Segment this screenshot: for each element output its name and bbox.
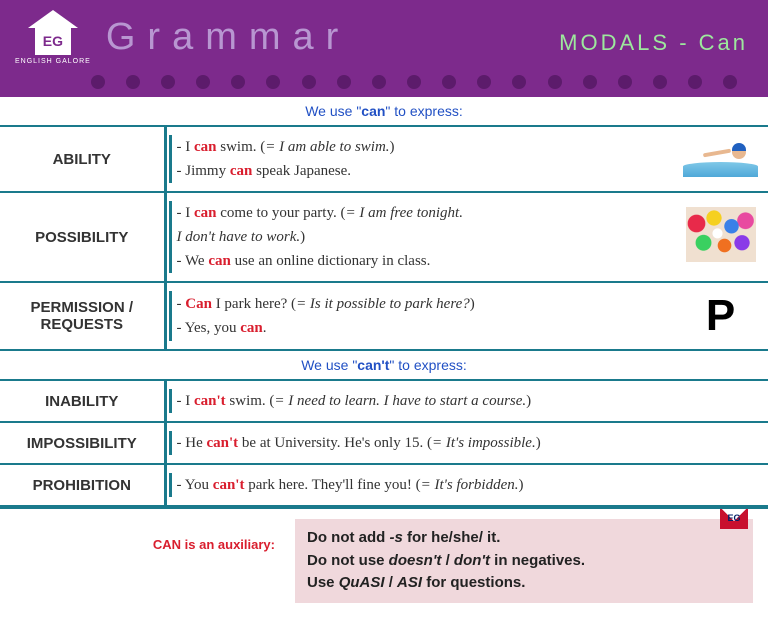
footer-line-3: Use QuASI / ASI for questions.: [307, 572, 741, 595]
p-letter-icon: P: [683, 291, 758, 341]
logo-subtext: ENGLISH GALORE: [15, 58, 91, 65]
dot-icon: [126, 75, 140, 89]
category-cell: POSSIBILITY: [0, 192, 165, 282]
logo-house-icon: EG: [28, 10, 78, 55]
table-row: ABILITY- I can swim. (= I am able to swi…: [0, 126, 768, 192]
category-cell: IMPOSSIBILITY: [0, 422, 165, 464]
example-cell: - He can't be at University. He's only 1…: [165, 422, 768, 464]
dot-icon: [583, 75, 597, 89]
eg-badge-icon: EG: [720, 509, 748, 537]
dot-icon: [407, 75, 421, 89]
example-cell: - I can't swim. (= I need to learn. I ha…: [165, 380, 768, 422]
footer-right: EG Do not add -s for he/she/ it. Do not …: [295, 519, 753, 603]
example-cell: - You can't park here. They'll fine you!…: [165, 464, 768, 506]
dot-icon: [231, 75, 245, 89]
table-row: INABILITY- I can't swim. (= I need to le…: [0, 380, 768, 422]
section-keyword: can't: [357, 357, 389, 373]
table-row: POSSIBILITY- I can come to your party. (…: [0, 192, 768, 282]
example-cell: - I can swim. (= I am able to swim.)- Ji…: [165, 126, 673, 192]
section-prefix: We use ": [301, 357, 357, 373]
example-cell: - Can I park here? (= Is it possible to …: [165, 282, 673, 350]
table-cant: INABILITY- I can't swim. (= I need to le…: [0, 379, 768, 507]
dot-icon: [196, 75, 210, 89]
dot-icon: [548, 75, 562, 89]
dot-icon: [653, 75, 667, 89]
section-keyword: can: [361, 103, 385, 119]
section-suffix: " to express:: [385, 103, 462, 119]
balloons-icon: [686, 207, 756, 262]
category-cell: PERMISSION /REQUESTS: [0, 282, 165, 350]
dot-icon: [512, 75, 526, 89]
dot-icon: [372, 75, 386, 89]
section-suffix: " to express:: [389, 357, 466, 373]
dot-icon: [442, 75, 456, 89]
footer-line-2: Do not use doesn't / don't in negatives.: [307, 550, 741, 573]
footer: CAN is an auxiliary: EG Do not add -s fo…: [0, 507, 768, 613]
swimmer-icon: [683, 137, 758, 177]
dot-icon: [477, 75, 491, 89]
table-row: IMPOSSIBILITY- He can't be at University…: [0, 422, 768, 464]
dot-icon: [161, 75, 175, 89]
icon-cell: [673, 192, 768, 282]
dot-icon: [266, 75, 280, 89]
header-subtitle: MODALS - Can: [559, 30, 748, 56]
table-can: ABILITY- I can swim. (= I am able to swi…: [0, 125, 768, 351]
table-row: PERMISSION /REQUESTS- Can I park here? (…: [0, 282, 768, 350]
infographic-container: EG ENGLISH GALORE Grammar MODALS - Can W…: [0, 0, 768, 613]
dots-row: [0, 70, 768, 97]
icon-cell: P: [673, 282, 768, 350]
icon-cell: [673, 126, 768, 192]
category-cell: ABILITY: [0, 126, 165, 192]
logo: EG ENGLISH GALORE: [15, 10, 91, 65]
logo-letters: EG: [35, 27, 71, 55]
dot-icon: [337, 75, 351, 89]
dot-icon: [618, 75, 632, 89]
dot-icon: [91, 75, 105, 89]
table-row: PROHIBITION- You can't park here. They'l…: [0, 464, 768, 506]
category-cell: INABILITY: [0, 380, 165, 422]
section-label-cant: We use "can't" to express:: [0, 351, 768, 379]
dot-icon: [723, 75, 737, 89]
footer-left: CAN is an auxiliary:: [15, 519, 295, 552]
section-prefix: We use ": [305, 103, 361, 119]
header-title: Grammar: [106, 16, 350, 59]
example-cell: - I can come to your party. (= I am free…: [165, 192, 673, 282]
footer-line-1: Do not add -s for he/she/ it.: [307, 527, 741, 550]
dot-icon: [302, 75, 316, 89]
dot-icon: [688, 75, 702, 89]
header: EG ENGLISH GALORE Grammar MODALS - Can: [0, 0, 768, 70]
badge-text: EG: [720, 509, 748, 529]
section-label-can: We use "can" to express:: [0, 97, 768, 125]
category-cell: PROHIBITION: [0, 464, 165, 506]
